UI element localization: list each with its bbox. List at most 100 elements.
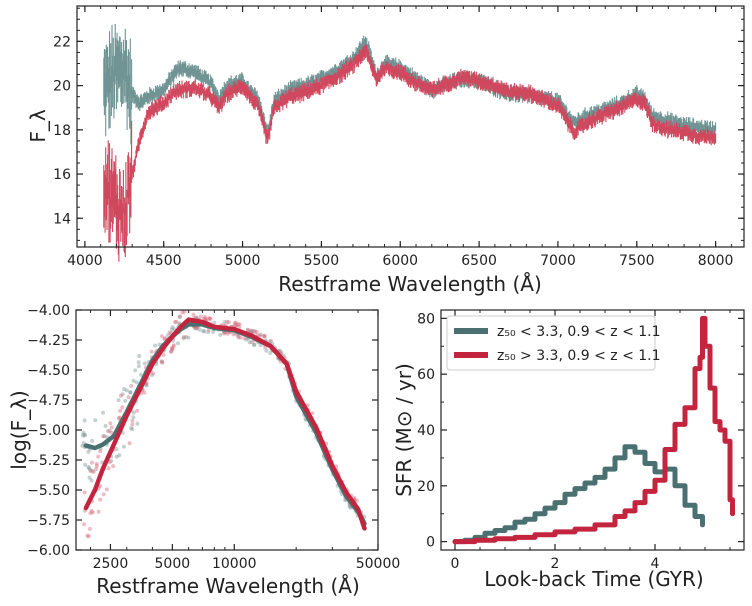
sed-point xyxy=(197,327,202,332)
x-tick-label: 4500 xyxy=(146,253,182,269)
x-tick-label: 5500 xyxy=(304,253,340,269)
sed-point xyxy=(86,534,91,539)
y-tick-label: −4.00 xyxy=(27,303,70,319)
sed-point xyxy=(118,393,123,398)
sed-point xyxy=(117,415,122,420)
spectrum-ylabel: F_λ xyxy=(26,109,50,143)
y-tick-label: −5.25 xyxy=(27,453,70,469)
sed-point xyxy=(171,343,176,348)
sed-point xyxy=(83,433,88,438)
sed-point xyxy=(249,328,254,333)
sed-point xyxy=(170,346,175,351)
sed-point xyxy=(87,475,92,480)
sed-point xyxy=(246,328,250,333)
y-tick-label: −4.50 xyxy=(27,363,70,379)
sed-point xyxy=(254,330,259,334)
x-tick-label: 10000 xyxy=(212,556,257,572)
sed-point xyxy=(149,349,154,354)
sed-point xyxy=(88,511,93,516)
sed-point xyxy=(89,509,94,513)
sed-point xyxy=(252,329,257,333)
legend-label-0: z₅₀ < 3.3, 0.9 < z < 1.1 xyxy=(497,324,661,340)
sed-point xyxy=(88,469,93,474)
sed-point xyxy=(129,384,134,388)
sed-point xyxy=(212,320,217,325)
sed-point xyxy=(250,329,255,333)
x-tick-label: 4000 xyxy=(67,253,103,269)
sed-point xyxy=(136,364,141,369)
sed-point xyxy=(83,462,88,467)
sed-point xyxy=(82,490,87,495)
sed-point xyxy=(278,349,283,354)
x-tick-label: 6000 xyxy=(382,253,418,269)
y-tick-label: −5.50 xyxy=(27,483,70,499)
sed-point xyxy=(82,418,87,423)
sed-point xyxy=(108,421,113,426)
sed-point xyxy=(114,447,119,452)
sed-point xyxy=(258,333,262,338)
sed-point xyxy=(116,416,121,421)
sed-point xyxy=(245,327,250,332)
x-tick-label: 7000 xyxy=(540,253,576,269)
sed-point xyxy=(124,388,129,393)
sed-point xyxy=(236,322,241,327)
sed-point xyxy=(181,336,186,341)
sed-point xyxy=(169,349,174,354)
sed-line-teal xyxy=(83,322,367,526)
sed-point xyxy=(258,332,263,337)
legend-label-1: z₅₀ > 3.3, 0.9 < z < 1.1 xyxy=(497,348,661,364)
sed-point xyxy=(181,335,186,340)
sed-point xyxy=(231,332,236,337)
sed-point xyxy=(109,425,114,430)
sed-point xyxy=(159,359,164,364)
sed-ticks: 2500 5000 10000 50000 −6.00 −5.75 −5.50 −5.25 −5… xyxy=(27,303,400,572)
sed-series xyxy=(80,310,367,539)
sed-point xyxy=(167,330,172,335)
sed-point xyxy=(135,408,140,413)
sed-point xyxy=(126,395,131,400)
sed-point xyxy=(86,449,91,454)
sed-point xyxy=(195,326,199,331)
sed-point xyxy=(169,346,174,351)
sed-point xyxy=(121,444,126,449)
x-tick-label: 50000 xyxy=(356,556,401,572)
sed-point xyxy=(82,432,87,437)
sed-point xyxy=(142,390,147,395)
y-tick-label: −5.00 xyxy=(27,423,70,439)
sed-point xyxy=(207,316,212,321)
y-tick-label: 16 xyxy=(53,167,71,183)
sed-point xyxy=(173,320,178,325)
y-tick-label: 22 xyxy=(53,34,71,50)
sed-point xyxy=(114,454,119,459)
sed-xlabel: Restframe Wavelength (Å) xyxy=(96,574,360,598)
sed-point xyxy=(101,410,105,415)
sed-point xyxy=(96,454,101,459)
sed-point xyxy=(263,345,268,350)
sed-point xyxy=(169,349,173,354)
sed-point xyxy=(109,430,114,435)
sed-point xyxy=(131,378,136,383)
y-tick-label: −4.75 xyxy=(27,393,70,409)
sed-point xyxy=(234,323,239,327)
sed-point xyxy=(207,316,212,321)
sed-point xyxy=(169,327,174,332)
sed-point xyxy=(268,338,273,343)
sed-point xyxy=(178,314,182,319)
sed-point xyxy=(177,315,182,320)
y-tick-label: 40 xyxy=(417,423,435,439)
sed-point xyxy=(234,323,239,328)
sed-point xyxy=(182,310,187,314)
sed-point xyxy=(123,398,128,403)
sed-point xyxy=(264,348,269,353)
sed-point xyxy=(193,326,198,331)
sed-point xyxy=(144,383,149,388)
sed-point xyxy=(117,453,122,458)
sed-point xyxy=(159,334,164,339)
spectrum-frame xyxy=(76,5,745,248)
sed-point xyxy=(348,505,353,510)
legend-box xyxy=(446,315,656,371)
sed-panel: 2500 5000 10000 50000 −6.00 −5.75 −5.50 −5.25 −5… xyxy=(7,303,400,598)
sed-point xyxy=(109,459,114,463)
